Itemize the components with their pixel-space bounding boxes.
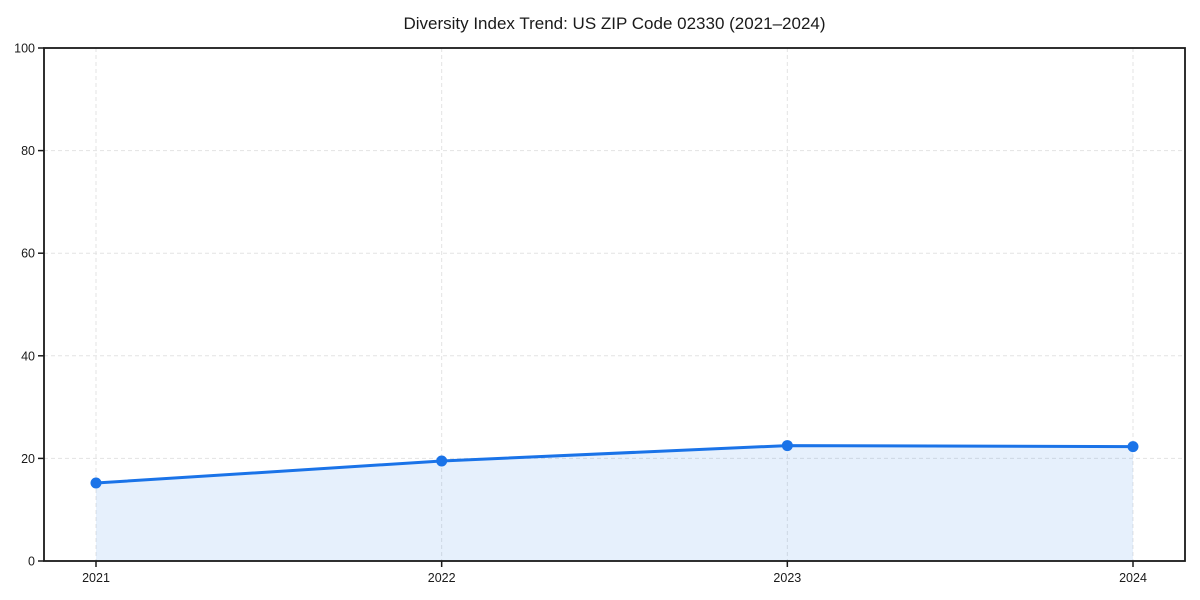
data-point-marker (1127, 441, 1139, 453)
y-axis-tick-label: 0 (28, 555, 35, 569)
data-point-marker (781, 440, 793, 452)
axes-layer (38, 47, 1186, 567)
x-axis-tick-label: 2024 (1119, 571, 1147, 585)
y-axis-tick-label: 40 (21, 349, 35, 363)
data-point-marker (90, 477, 102, 489)
tick-labels-layer: 0 20 40 60 80 100 2021 2022 2023 2024 (14, 42, 1147, 586)
x-axis-tick-label: 2022 (428, 571, 456, 585)
data-point-marker (436, 455, 448, 467)
y-axis-tick-label: 100 (14, 42, 35, 56)
area-fill (96, 445, 1133, 561)
y-axis-tick-label: 80 (21, 144, 35, 158)
chart-title: Diversity Index Trend: US ZIP Code 02330… (403, 14, 825, 33)
series-layer (90, 440, 1139, 561)
trend-line (94, 444, 1135, 485)
y-axis-tick-label: 60 (21, 247, 35, 261)
x-axis-tick-label: 2023 (773, 571, 801, 585)
plot-border (43, 47, 1186, 562)
y-axis-tick-label: 20 (21, 452, 35, 466)
x-axis-tick-label: 2021 (82, 571, 110, 585)
